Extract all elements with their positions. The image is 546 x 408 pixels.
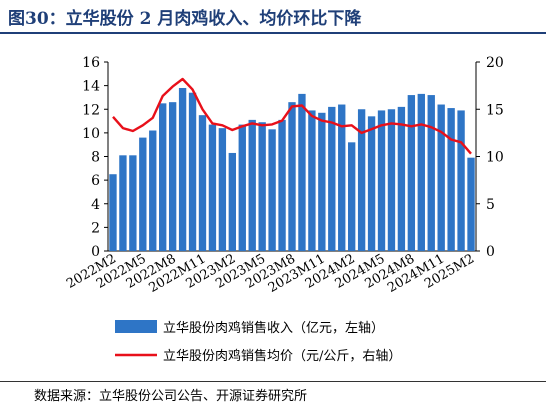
right-tick-label: 15 <box>486 102 504 118</box>
right-tick-label: 10 <box>486 150 504 166</box>
bar <box>387 109 396 251</box>
bar <box>208 124 217 251</box>
bar <box>298 93 306 251</box>
right-tick-label: 0 <box>486 244 495 260</box>
bar <box>248 119 256 251</box>
left-tick-label: 0 <box>91 244 100 260</box>
bar <box>447 108 455 251</box>
bar <box>427 95 435 251</box>
bar <box>457 110 465 252</box>
left-tick-label: 10 <box>82 126 100 142</box>
bar <box>467 157 475 251</box>
bar <box>228 152 237 251</box>
left-tick-label: 16 <box>82 55 100 71</box>
bar <box>258 122 266 252</box>
left-tick-label: 2 <box>91 220 100 236</box>
left-tick-label: 12 <box>82 102 100 118</box>
right-tick-label: 5 <box>486 197 495 213</box>
bar-line-chart: 0246810121416051015202022M22022M52022M82… <box>64 55 504 364</box>
title-divider <box>0 32 546 34</box>
bar <box>367 116 376 252</box>
bar <box>198 115 207 251</box>
left-tick-label: 14 <box>82 79 100 95</box>
bar <box>238 124 246 251</box>
bar <box>357 109 366 251</box>
bar <box>168 102 177 251</box>
bar <box>149 130 157 251</box>
right-tick-label: 20 <box>486 55 504 71</box>
left-tick-label: 8 <box>91 150 100 166</box>
bar <box>308 110 316 252</box>
bar <box>139 137 147 251</box>
chart-legend: 立华股份肉鸡销售收入（亿元，左轴） 立华股份肉鸡销售均价（元/公斤，右轴） <box>115 320 401 364</box>
bar <box>218 128 227 251</box>
bar <box>129 155 137 251</box>
left-tick-label: 4 <box>91 197 100 213</box>
line-series <box>112 77 472 155</box>
bar <box>328 106 336 251</box>
source-divider <box>0 381 546 382</box>
bar <box>109 174 117 251</box>
price-line <box>112 77 472 155</box>
bar <box>437 104 445 252</box>
bar <box>119 155 127 251</box>
bar <box>417 93 425 251</box>
bar <box>288 102 296 251</box>
chart-title: 图30：立华股份 2 月肉鸡收入、均价环比下降 <box>8 9 362 29</box>
left-tick-label: 6 <box>91 173 100 189</box>
bar <box>347 142 356 251</box>
bar <box>338 104 346 252</box>
bar <box>397 106 406 251</box>
legend-bar-swatch <box>115 320 157 333</box>
bar <box>268 129 276 251</box>
legend-line-label: 立华股份肉鸡销售均价（元/公斤，右轴） <box>163 348 401 364</box>
bar <box>159 103 167 251</box>
bar <box>377 110 386 252</box>
bar <box>188 92 197 252</box>
bar-series <box>109 87 475 252</box>
legend-bar-label: 立华股份肉鸡销售收入（亿元，左轴） <box>163 320 384 336</box>
bar <box>318 112 326 251</box>
bar <box>278 119 286 251</box>
source-note: 数据来源：立华股份公司公告、开源证券研究所 <box>34 389 308 404</box>
bar <box>178 87 187 251</box>
bar <box>407 95 416 251</box>
